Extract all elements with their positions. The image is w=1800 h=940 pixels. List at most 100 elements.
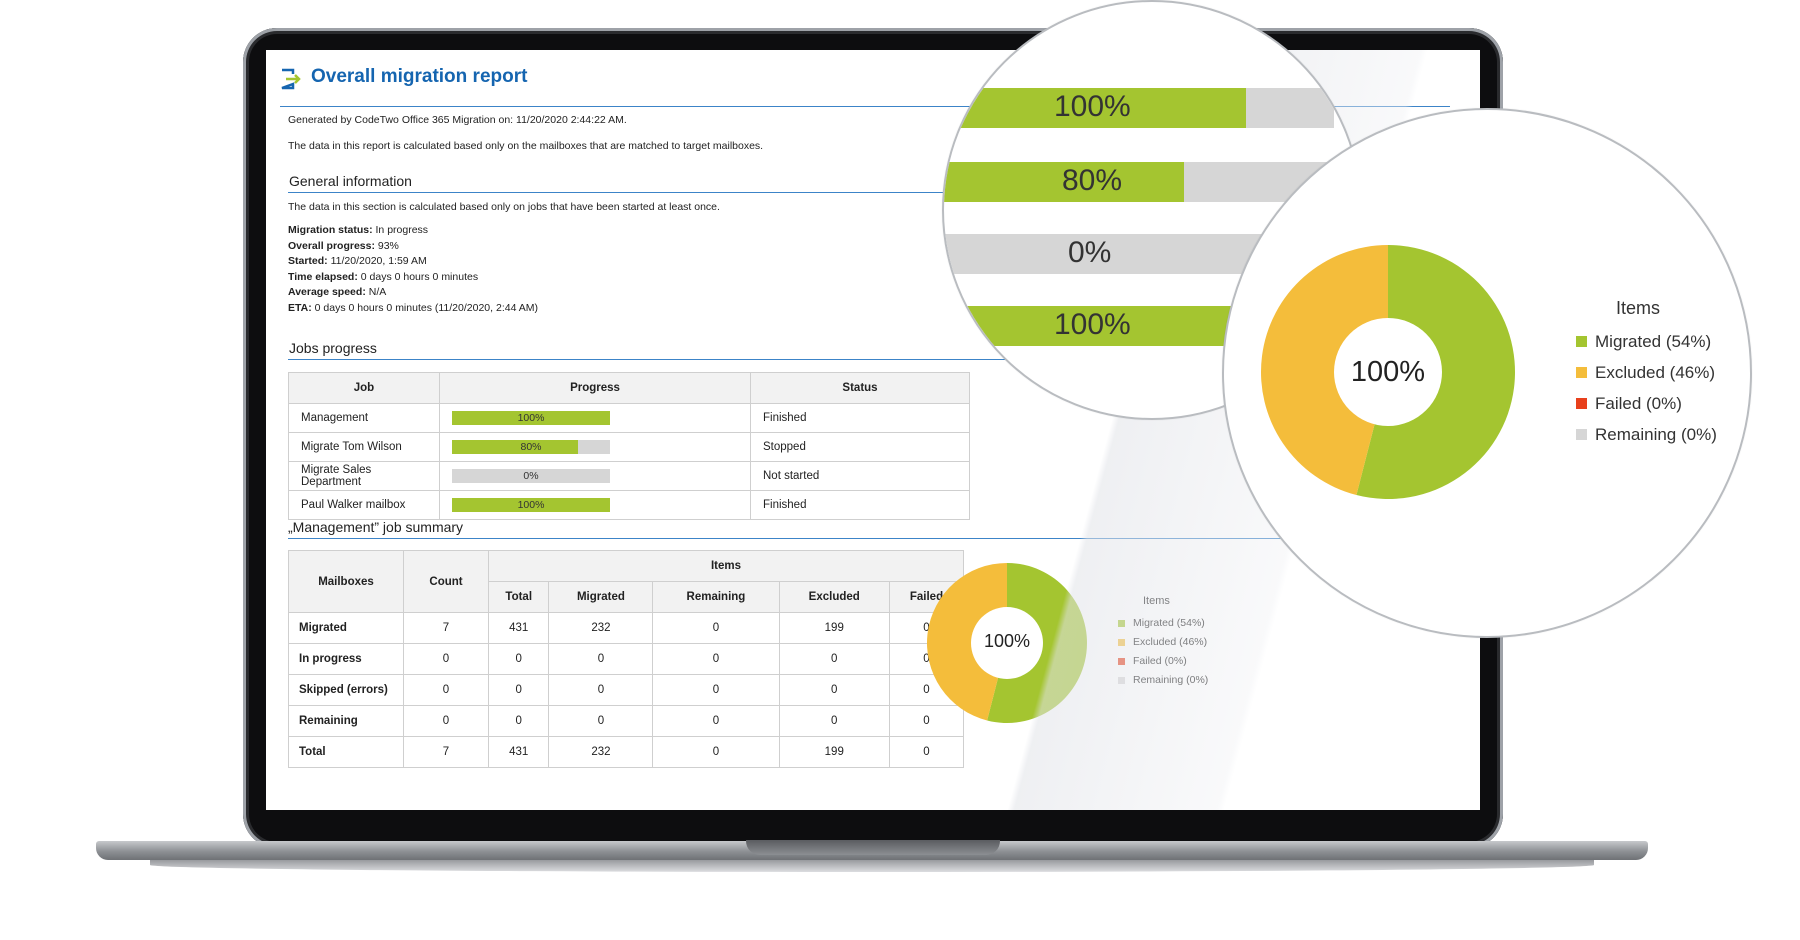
table-row[interactable]: Migrate Tom Wilson 80% Stopped [288,432,970,462]
legend-item: Migrated (54%) [1576,326,1717,357]
info-row: ETA: 0 days 0 hours 0 minutes (11/20/202… [288,301,538,314]
legend-item: Excluded (46%) [1576,357,1717,388]
col-items: Items [488,550,964,582]
table-row[interactable]: Total 7 431 232 0 199 0 [288,736,964,768]
table-cell: 431 [487,736,550,768]
col-excluded: Excluded [778,581,890,613]
table-cell: 0 [778,643,890,675]
row-label: Skipped (errors) [288,674,404,706]
row-label: In progress [288,643,404,675]
zoom-progress-label: 100% [1054,90,1131,123]
table-cell: 0 [487,674,550,706]
legend-label: Failed (0%) [1133,655,1187,667]
table-row[interactable]: Paul Walker mailbox 100% Finished [288,490,970,520]
legend-item: Remaining (0%) [1576,419,1717,450]
legend-label: Failed (0%) [1595,394,1682,413]
table-cell: 431 [487,612,550,644]
jobs-table: Job Progress Status Management 100% Fini… [288,372,970,520]
general-info-divider [288,192,1448,193]
row-label: Remaining [288,705,404,737]
info-row: Migration status: In progress [288,224,429,236]
table-cell: 0 [889,736,964,768]
legend-item: Failed (0%) [1118,652,1208,671]
title-divider [280,106,1450,107]
table-row[interactable]: Skipped (errors) 0 0 0 0 0 0 [288,674,964,706]
summary-divider [288,538,1448,539]
jobs-progress-divider [288,359,1448,360]
zoom-chart-legend: Migrated (54%) Excluded (46%) Failed (0%) R… [1576,326,1717,450]
info-row: Overall progress: 93% [288,239,399,252]
col-mailboxes: Mailboxes [288,550,404,613]
row-label: Total [288,736,404,768]
general-info-heading: General information [289,173,412,189]
info-row: Time elapsed: 0 days 0 hours 0 minutes [288,270,479,283]
progress-bar: 0% [452,469,610,483]
migration-arrow-icon [281,68,301,90]
legend-swatch [1576,367,1587,378]
col-migrated: Migrated [548,581,654,613]
generated-note: Generated by CodeTwo Office 365 Migratio… [288,114,627,126]
jobs-progress-heading: Jobs progress [289,340,377,356]
table-cell: 0 [403,643,489,675]
donut-center-label: 100% [984,631,1031,651]
table-row[interactable]: Management 100% Finished [288,403,970,433]
job-status: Finished [750,490,970,520]
summary-body: Migrated 7 431 232 0 199 0 In progress 0 0 0 0 0 0 Ski… [288,612,964,768]
table-cell: 0 [403,674,489,706]
col-count: Count [403,550,489,613]
legend-label: Remaining (0%) [1595,425,1717,444]
table-cell: 0 [652,736,780,768]
zoom-progress-bar [944,162,1334,202]
report-title: Overall migration report [311,66,528,87]
table-cell: 0 [652,674,780,706]
job-name: Management [288,403,440,433]
table-row[interactable]: In progress 0 0 0 0 0 0 [288,643,964,675]
legend-swatch [1118,658,1125,665]
summary-table: Mailboxes Count Items Total Migrated Rem… [288,550,964,768]
legend-label: Migrated (54%) [1133,617,1205,629]
row-label: Migrated [288,612,404,644]
job-name: Paul Walker mailbox [288,490,440,520]
zoom-donut-chart [1261,245,1515,499]
general-info-note: The data in this section is calculated b… [288,201,720,213]
table-cell: 0 [652,705,780,737]
job-name: Migrate Tom Wilson [288,432,440,462]
table-cell: 0 [548,705,654,737]
zoom-donut-center-label: 100% [1350,356,1426,388]
info-row: Average speed: N/A [288,286,387,298]
table-row[interactable]: Remaining 0 0 0 0 0 0 [288,705,964,737]
table-row[interactable]: Migrated 7 431 232 0 199 0 [288,612,964,644]
table-cell: 0 [548,674,654,706]
col-status: Status [750,372,970,404]
legend-swatch [1118,639,1125,646]
table-cell: 0 [778,674,890,706]
zoom-legend-title: Items [1616,298,1661,318]
col-remaining: Remaining [652,581,780,613]
legend-label: Excluded (46%) [1595,363,1716,382]
report-note: The data in this report is calculated ba… [288,140,764,152]
table-cell: 0 [548,643,654,675]
pie-slice [1261,245,1388,496]
job-status: Not started [750,461,970,491]
legend-title: Items [1143,595,1170,607]
zoom-progress-bar [944,88,1334,128]
table-cell: 232 [548,736,654,768]
table-cell: 0 [778,705,890,737]
col-job: Job [288,372,440,404]
legend-item: Failed (0%) [1576,388,1717,419]
legend-item: Migrated (54%) [1118,614,1208,633]
progress-bar: 100% [452,498,610,512]
table-cell: 7 [403,736,489,768]
laptop-base-shadow [150,858,1594,872]
table-cell: 232 [548,612,654,644]
table-row[interactable]: Migrate Sales Department 0% Not started [288,461,970,491]
legend-item: Excluded (46%) [1118,633,1208,652]
job-status: Finished [750,403,970,433]
zoom-progress-label: 80% [1062,164,1123,197]
legend-swatch [1576,429,1587,440]
progress-bar: 80% [452,440,610,454]
zoom-chart-circle: 100% Items Migrated (54%) Excluded (46%) F… [1222,108,1752,638]
legend-swatch [1576,398,1587,409]
table-cell: 0 [403,705,489,737]
legend-swatch [1576,336,1587,347]
